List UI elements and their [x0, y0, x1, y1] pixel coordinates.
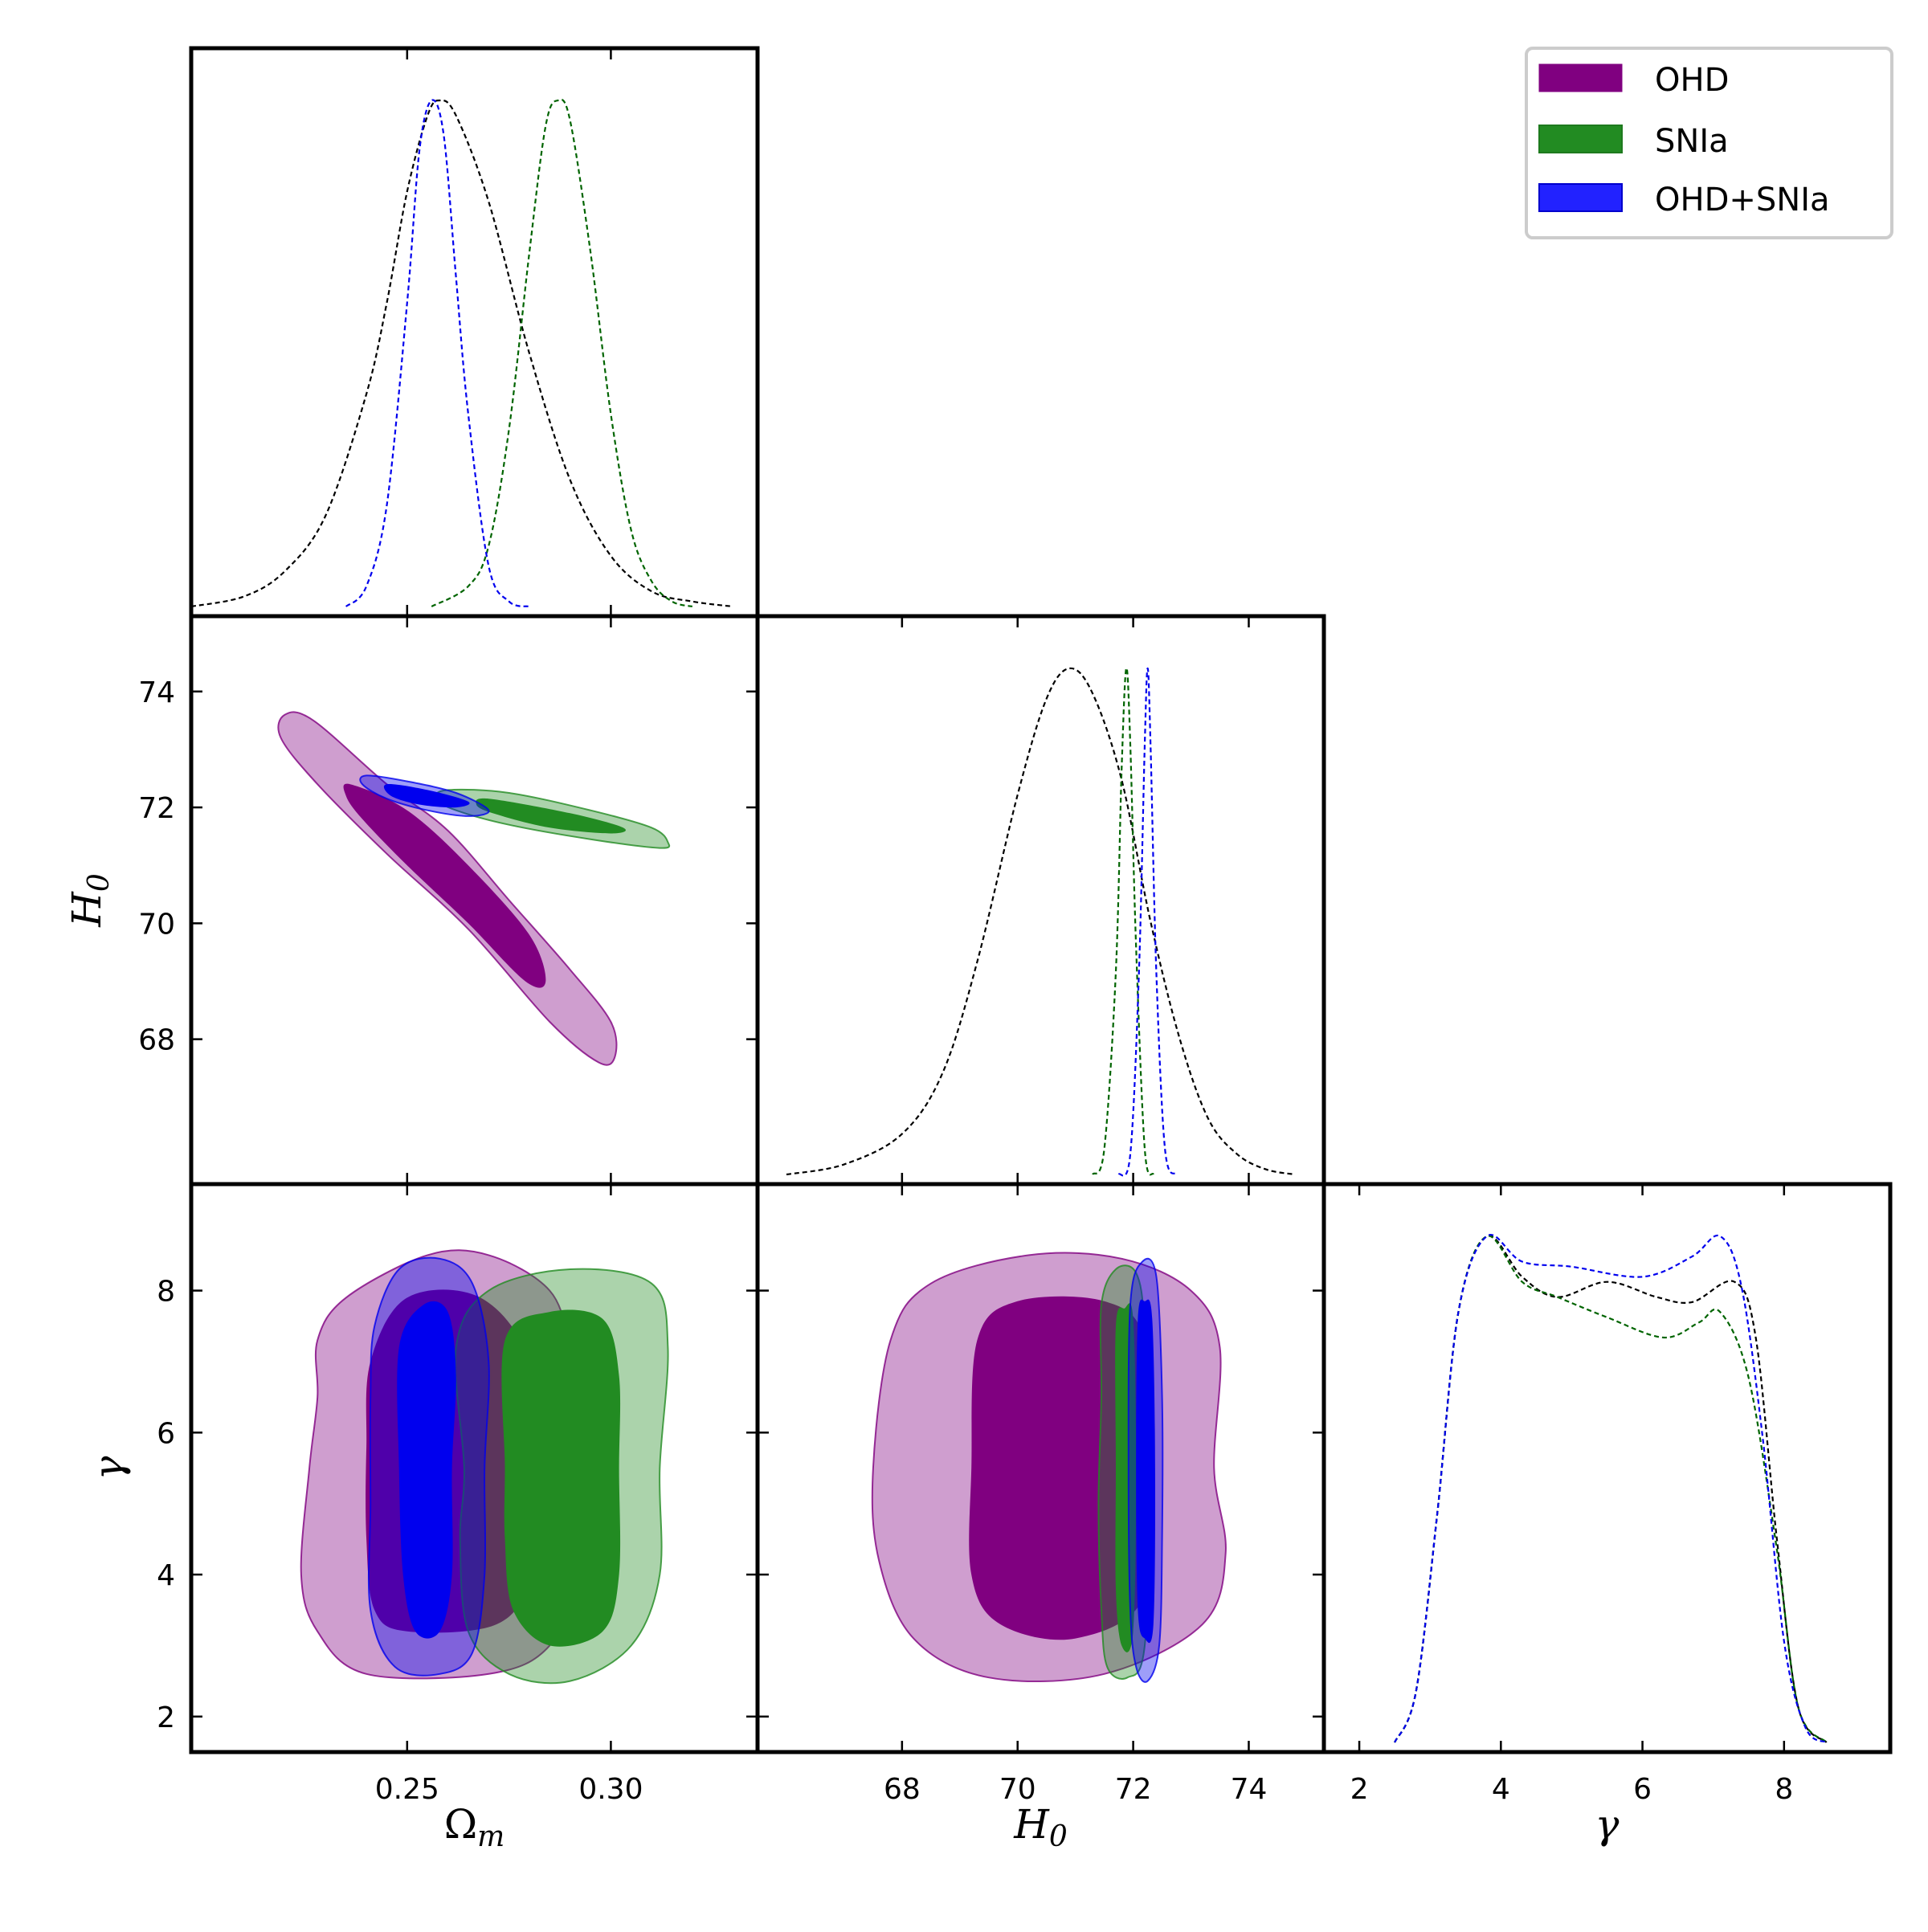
marginal-Om-content [191, 98, 733, 608]
legend-label-snia: SNIa [1655, 123, 1729, 160]
xaxis-label-gamma: γ [1595, 1801, 1620, 1848]
xtick-label-gamma: 6 [1633, 1773, 1652, 1806]
ytick-label-H0: 74 [138, 676, 175, 709]
contour-snia-inner [1115, 1303, 1137, 1652]
ytick-label-gamma: 4 [157, 1559, 175, 1592]
contour-ohd-snia-inner [1136, 1299, 1155, 1644]
xtick-label-gamma: 8 [1775, 1773, 1793, 1806]
marginal-curve-ohd-snia [1117, 667, 1178, 1177]
marginal-H0-content [786, 667, 1296, 1177]
contour-ohd-snia-inner [383, 784, 470, 808]
xtick-label-H0: 68 [884, 1773, 921, 1806]
legend-swatch-ohd [1538, 63, 1623, 92]
panel-Om-gamma-content [300, 1249, 669, 1685]
marginal-curve-snia [1092, 667, 1154, 1176]
marginal-curve-snia [431, 98, 693, 608]
ytick-label-H0: 70 [138, 908, 175, 941]
contour-ohd-inner [969, 1296, 1153, 1640]
xtick-label-gamma: 4 [1492, 1773, 1510, 1806]
panel-Om-H0-content [277, 711, 671, 1066]
xaxis-label-H0: H0 [1013, 1801, 1068, 1853]
marginal-gamma-frame [1321, 1182, 1893, 1754]
xaxis-label-Om: Ωm [444, 1801, 505, 1853]
contour-snia-inner [501, 1309, 621, 1647]
xtick-label-H0: 72 [1115, 1773, 1152, 1806]
marginal-curve-ohd [191, 99, 733, 608]
marginal-curve-ohd [1394, 1235, 1828, 1743]
contour-ohd-snia-inner [397, 1301, 456, 1639]
marginal-Om-frame [189, 46, 760, 619]
yaxis-label-H0-subscript: 0 [83, 873, 116, 892]
xtick-label-H0: 70 [999, 1773, 1036, 1806]
xtick-label-gamma: 2 [1350, 1773, 1369, 1806]
legend-label-ohd-snia: OHD+SNIa [1655, 182, 1830, 219]
xtick-label-Om: 0.25 [375, 1773, 439, 1806]
contour-ohd-inner [343, 783, 546, 988]
legend-swatch-snia [1538, 125, 1623, 153]
ytick-label-H0: 68 [138, 1024, 175, 1057]
legend: OHD SNIa OHD+SNIa [1525, 47, 1893, 239]
xtick-label-Om: 0.30 [578, 1773, 643, 1806]
marginal-curve-ohd-snia [1394, 1234, 1828, 1744]
contour-snia-inner [476, 798, 626, 834]
ytick-label-gamma: 8 [157, 1276, 175, 1309]
yaxis-label-gamma: γ [85, 1456, 132, 1480]
ytick-label-gamma: 2 [157, 1701, 175, 1734]
marginal-gamma-content [1394, 1234, 1828, 1744]
panel-H0-gamma-content [871, 1252, 1227, 1683]
marginal-curve-ohd [786, 667, 1296, 1176]
xaxis-label-Om-subscript: m [477, 1820, 504, 1853]
marginal-H0-frame [755, 614, 1326, 1187]
ytick-label-gamma: 6 [157, 1417, 175, 1450]
xtick-label-H0: 74 [1231, 1773, 1268, 1806]
ytick-label-H0: 72 [138, 792, 175, 825]
yaxis-label-H0: H0 [63, 873, 116, 928]
legend-label-ohd: OHD [1655, 62, 1729, 99]
marginal-curve-snia [1394, 1235, 1828, 1743]
xaxis-label-H0-subscript: 0 [1049, 1820, 1068, 1853]
marginal-curve-ohd-snia [345, 99, 530, 608]
legend-swatch-ohd-snia [1538, 183, 1623, 212]
